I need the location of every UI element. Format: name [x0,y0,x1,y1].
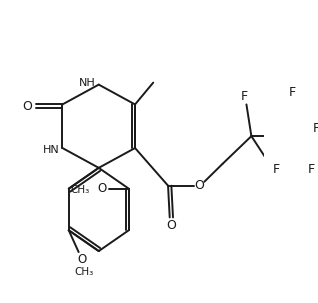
Text: F: F [241,90,248,103]
Text: O: O [22,100,32,113]
Text: O: O [166,219,176,232]
Text: F: F [273,163,280,176]
Text: O: O [195,179,204,192]
Text: F: F [313,122,318,135]
Text: F: F [289,86,296,99]
Text: CH₃: CH₃ [71,185,90,195]
Text: O: O [97,182,107,195]
Text: NH: NH [79,78,95,88]
Text: F: F [308,163,315,176]
Text: HN: HN [42,145,59,155]
Text: CH₃: CH₃ [75,267,94,277]
Text: O: O [77,252,86,265]
